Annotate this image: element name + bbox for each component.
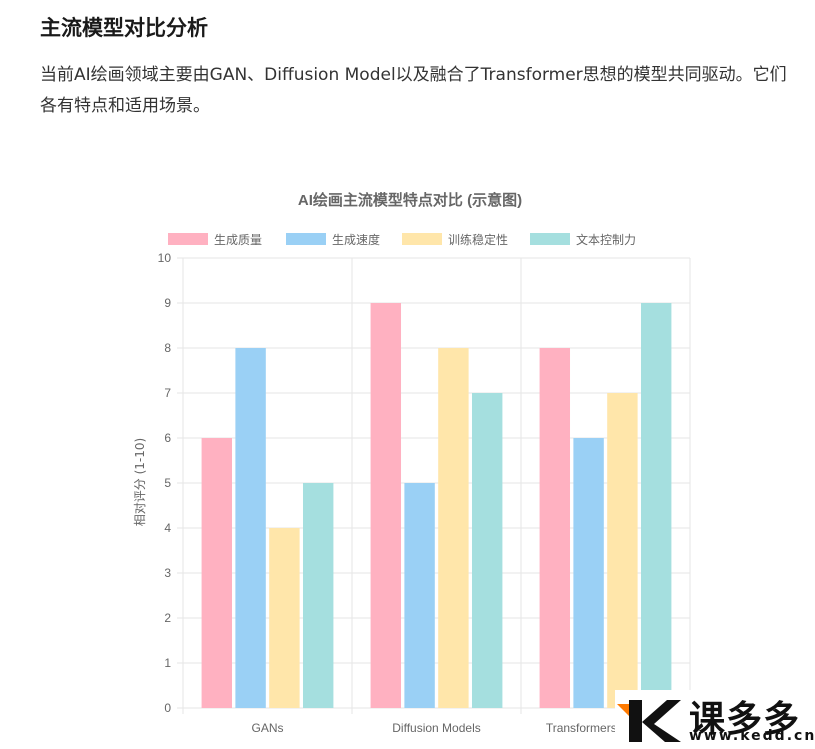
y-tick-label: 0	[164, 701, 171, 715]
y-tick-label: 5	[164, 476, 171, 490]
y-tick-label: 3	[164, 566, 171, 580]
x-tick-label: GANs	[251, 721, 283, 735]
y-tick-label: 6	[164, 431, 171, 445]
chart-legend: 生成质量 生成速度 训练稳定性 文本控制力	[168, 232, 636, 247]
y-tick-label: 7	[164, 386, 171, 400]
legend-label[interactable]: 文本控制力	[576, 232, 636, 247]
chart-bars	[201, 303, 672, 708]
bar[interactable]	[607, 393, 638, 708]
bar[interactable]	[471, 393, 503, 708]
y-axis-label: 相对评分 (1-10)	[133, 438, 147, 526]
bar[interactable]	[370, 303, 402, 708]
legend-swatch[interactable]	[402, 233, 442, 245]
site-watermark: 课多多 www.kedd.cn	[615, 690, 814, 745]
legend-swatch[interactable]	[530, 233, 570, 245]
bar[interactable]	[539, 348, 571, 708]
x-axis-ticks: GANs Diffusion Models Transformers in Visi…	[251, 721, 665, 735]
watermark-url: www.kedd.cn	[689, 728, 815, 744]
bar[interactable]	[302, 483, 334, 708]
bar[interactable]	[573, 438, 604, 708]
legend-label[interactable]: 生成质量	[214, 233, 262, 247]
x-tick-label: Diffusion Models	[392, 721, 481, 735]
y-tick-label: 4	[164, 521, 171, 535]
y-tick-label: 9	[164, 296, 171, 310]
y-tick-label: 10	[158, 251, 172, 265]
bar[interactable]	[201, 438, 233, 708]
legend-label[interactable]: 生成速度	[332, 232, 380, 247]
y-tick-label: 8	[164, 341, 171, 355]
legend-swatch[interactable]	[168, 233, 208, 245]
bar[interactable]	[404, 483, 435, 708]
y-axis-ticks: 0 1 2 3 4 5 6 7 8 9 10	[158, 251, 172, 715]
bar[interactable]	[269, 528, 300, 708]
legend-label[interactable]: 训练稳定性	[448, 232, 508, 247]
bar[interactable]	[438, 348, 469, 708]
chart-title: AI绘画主流模型特点对比 (示意图)	[298, 191, 522, 209]
section-title: 主流模型对比分析	[40, 16, 208, 40]
bar[interactable]	[640, 303, 672, 708]
logo-icon	[617, 700, 681, 742]
bar[interactable]	[235, 348, 266, 708]
watermark-text: 课多多	[689, 699, 801, 740]
legend-swatch[interactable]	[286, 233, 326, 245]
intro-paragraph: 当前AI绘画领域主要由GAN、Diffusion Model以及融合了Trans…	[40, 65, 787, 116]
y-tick-label: 1	[164, 656, 171, 670]
y-tick-label: 2	[164, 611, 171, 625]
